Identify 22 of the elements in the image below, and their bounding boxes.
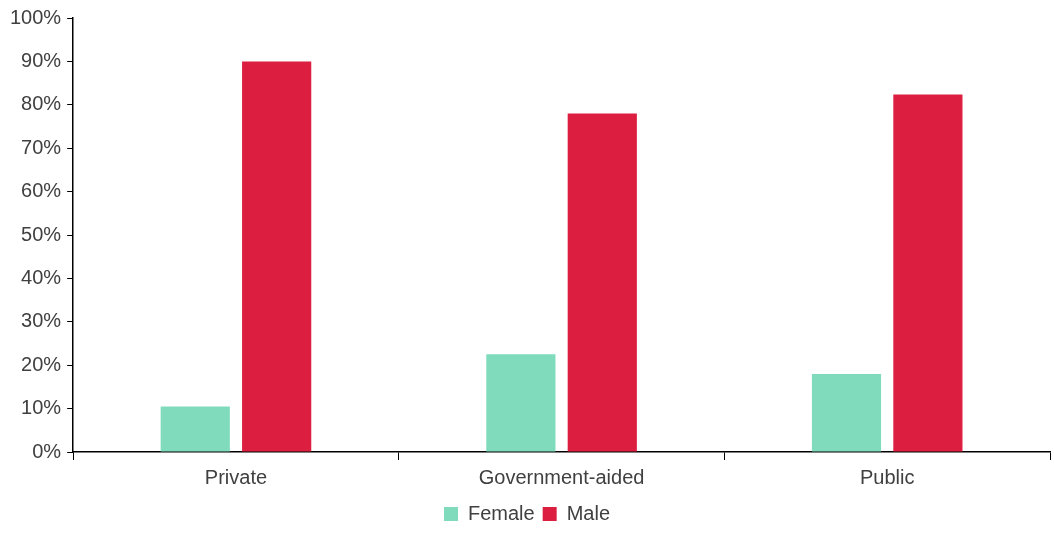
y-tick-label: 40% [21,265,62,288]
bar [486,354,556,452]
y-tick-label: 90% [21,48,62,71]
y-tick-label: 60% [21,179,62,202]
y-tick-label: 30% [21,309,62,332]
y-tick-label: 80% [21,92,62,115]
y-tick-label: 0% [32,439,62,462]
x-tick-label: Public [859,465,915,488]
bar [811,373,882,452]
bar [893,94,963,452]
y-tick-label: 10% [21,396,62,419]
bar [242,61,312,452]
bar [567,113,637,452]
x-tick-label: Government-aided [478,465,645,488]
legend-label: Male [566,501,611,524]
y-tick-label: 20% [21,352,62,375]
x-tick-label: Private [204,465,268,488]
y-tick-label: 70% [21,135,62,158]
y-tick-label: 100% [10,5,62,28]
y-tick-label: 50% [21,222,62,245]
legend-label: Female [467,501,535,524]
bar [160,406,230,452]
